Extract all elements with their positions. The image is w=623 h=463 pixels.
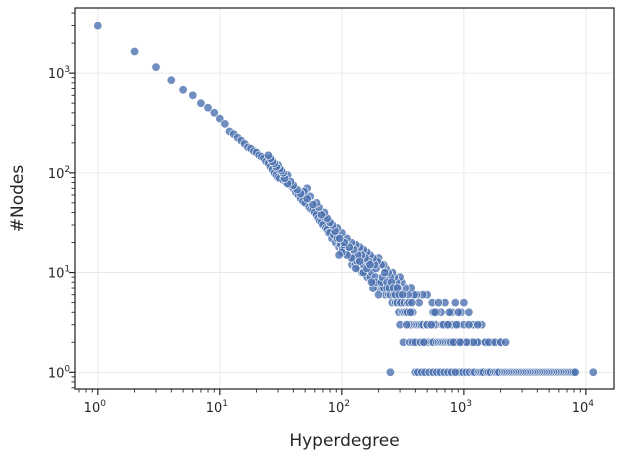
data-point (473, 320, 483, 330)
data-point (426, 320, 436, 330)
data-point (385, 367, 395, 377)
data-point (407, 298, 417, 308)
data-point (455, 337, 465, 347)
y-tick-label: 101 (48, 265, 70, 282)
data-point (196, 98, 206, 108)
data-point (209, 108, 219, 118)
data-point (453, 307, 463, 317)
data-point (93, 21, 103, 31)
ticks-layer: 100 101 102 103 104 100 101 102 103 (48, 12, 595, 416)
y-axis-label: #Nodes (8, 165, 28, 233)
x-tick-label: 100 (84, 399, 107, 416)
x-tick-label: 102 (328, 399, 350, 416)
data-point (351, 263, 361, 273)
data-point (374, 290, 384, 300)
data-point (459, 298, 469, 308)
data-point (365, 260, 375, 270)
y-tick-label: 102 (48, 165, 70, 182)
data-point (570, 367, 580, 377)
data-point (430, 307, 440, 317)
data-point (464, 307, 474, 317)
data-point (355, 256, 365, 266)
data-point (178, 85, 188, 95)
y-tick-label: 100 (48, 364, 71, 381)
data-point (220, 119, 230, 129)
x-tick-label: 104 (572, 399, 595, 416)
data-point (334, 250, 344, 260)
x-axis-label: Hyperdegree (289, 431, 399, 451)
data-point (366, 277, 376, 287)
data-point (450, 367, 460, 377)
data-point (398, 290, 408, 300)
data-point (402, 320, 412, 330)
x-tick-label: 101 (206, 399, 228, 416)
data-point (451, 320, 461, 330)
data-point (588, 367, 598, 377)
grid-layer (75, 8, 614, 389)
data-point (308, 200, 318, 210)
data-point (263, 150, 273, 160)
data-point (380, 268, 390, 278)
data-point (419, 337, 429, 347)
data-point (443, 320, 453, 330)
data-point (335, 233, 345, 243)
points-layer (93, 21, 598, 377)
data-point (501, 337, 511, 347)
data-point (450, 298, 460, 308)
data-point (203, 103, 213, 113)
data-point (188, 90, 198, 100)
y-tick-label: 103 (48, 65, 70, 82)
data-point (444, 307, 454, 317)
data-point (151, 62, 161, 72)
plot-frame (74, 7, 615, 390)
data-point (130, 46, 140, 56)
x-tick-label: 103 (450, 399, 472, 416)
data-point (166, 75, 176, 85)
data-point (405, 307, 415, 317)
data-point (464, 320, 474, 330)
data-point (433, 298, 443, 308)
